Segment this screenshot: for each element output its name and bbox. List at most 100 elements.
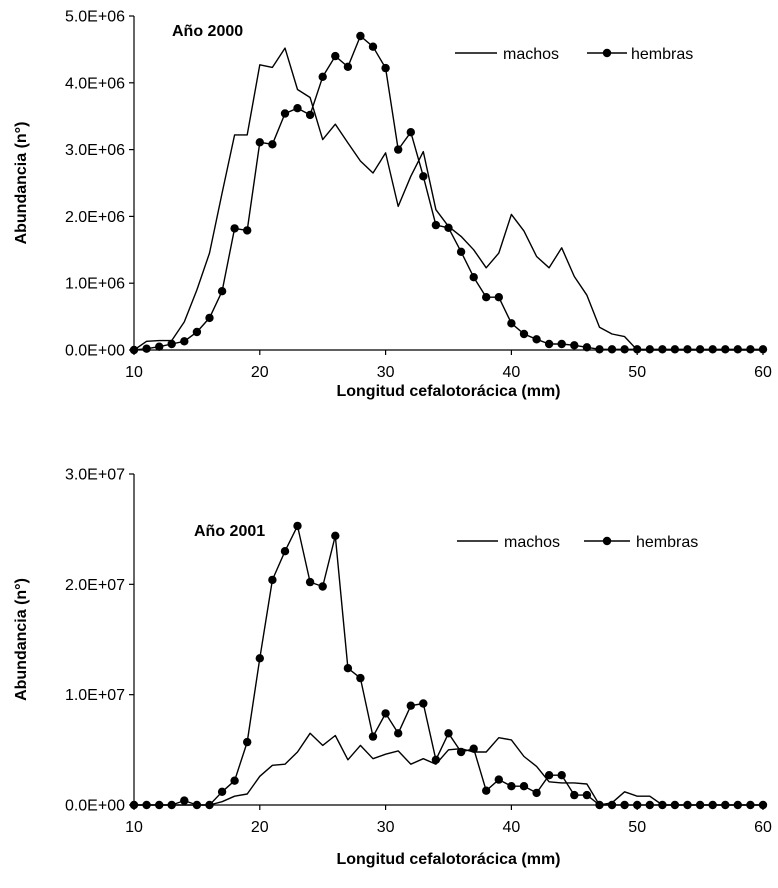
data-point-hembras xyxy=(406,128,415,137)
data-point-hembras xyxy=(519,329,529,339)
x-tick-label: 50 xyxy=(628,364,646,381)
data-point-hembras xyxy=(243,737,252,747)
y-tick-label: 2.0E+06 xyxy=(65,209,125,226)
x-tick-label: 20 xyxy=(251,819,269,836)
x-tick-label: 10 xyxy=(125,364,143,381)
data-point-hembras xyxy=(406,701,415,710)
data-point-hembras xyxy=(519,782,529,791)
data-point-hembras xyxy=(507,782,516,791)
y-tick-label: 0.0E+00 xyxy=(65,798,125,815)
y-tick-label: 3.0E+07 xyxy=(65,467,125,484)
data-point-hembras xyxy=(192,800,202,810)
data-point-hembras xyxy=(155,800,164,810)
legend-marker-hembras xyxy=(602,536,612,546)
data-point-hembras xyxy=(167,800,176,810)
data-point-hembras xyxy=(268,575,277,585)
data-point-hembras xyxy=(746,800,755,810)
data-point-hembras xyxy=(469,744,478,753)
x-tick-label: 60 xyxy=(754,364,772,381)
data-point-hembras xyxy=(368,42,378,51)
data-point-hembras xyxy=(557,339,566,349)
data-point-hembras xyxy=(180,337,189,346)
y-tick-label: 1.0E+07 xyxy=(65,687,125,704)
data-point-hembras xyxy=(394,729,403,738)
y-tick-label: 2.0E+07 xyxy=(65,577,125,594)
data-point-hembras xyxy=(343,62,353,71)
series-line-hembras xyxy=(134,525,763,806)
data-point-hembras xyxy=(645,345,654,354)
x-tick-label: 10 xyxy=(125,819,143,836)
data-point-hembras xyxy=(721,345,730,354)
data-point-hembras xyxy=(532,788,541,798)
data-point-hembras xyxy=(607,345,617,354)
data-point-hembras xyxy=(318,72,327,82)
data-point-hembras xyxy=(305,110,315,120)
data-point-hembras xyxy=(129,345,139,355)
data-point-hembras xyxy=(255,138,264,147)
data-point-hembras xyxy=(142,800,151,810)
x-tick-label: 50 xyxy=(628,819,646,836)
data-point-hembras xyxy=(381,709,390,718)
data-point-hembras xyxy=(570,790,579,800)
data-point-hembras xyxy=(243,226,252,235)
data-point-hembras xyxy=(431,755,441,764)
data-point-hembras xyxy=(155,342,164,351)
legend-marker-hembras xyxy=(602,48,612,58)
data-point-hembras xyxy=(582,790,592,800)
x-tick-label: 60 xyxy=(754,819,772,836)
data-point-hembras xyxy=(532,335,541,344)
data-point-hembras xyxy=(230,776,239,785)
legend-label-machos: machos xyxy=(503,46,559,63)
data-point-hembras xyxy=(331,51,340,61)
data-point-hembras xyxy=(482,293,491,302)
data-point-hembras xyxy=(683,345,692,354)
data-point-hembras xyxy=(494,775,503,784)
data-point-hembras xyxy=(570,341,579,350)
series-line-machos xyxy=(133,47,763,351)
chart-title: Año 2000 xyxy=(172,23,243,40)
data-point-hembras xyxy=(595,345,604,354)
data-point-hembras xyxy=(633,345,642,354)
y-tick-label: 4.0E+06 xyxy=(65,75,125,92)
data-point-hembras xyxy=(381,63,390,73)
x-tick-label: 20 xyxy=(251,364,269,381)
data-point-hembras xyxy=(595,800,604,810)
data-point-hembras xyxy=(695,345,705,354)
data-point-hembras xyxy=(733,345,742,354)
data-point-hembras xyxy=(394,145,403,154)
data-point-hembras xyxy=(356,673,365,683)
data-point-hembras xyxy=(670,800,680,810)
data-point-hembras xyxy=(658,800,667,810)
x-tick-label: 30 xyxy=(377,364,395,381)
chart-panel-2001: 0.0E+00 1.0E+07 2.0E+07 3.0E+07 10 20 30 40 50 60… xyxy=(13,467,772,869)
y-tick-label: 0.0E+00 xyxy=(65,343,125,360)
y-tick-label: 3.0E+06 xyxy=(65,142,125,159)
y-axis-title: Abundancia (n°) xyxy=(13,122,30,245)
data-point-hembras xyxy=(293,104,302,113)
data-point-hembras xyxy=(494,293,503,302)
y-tick-label: 1.0E+06 xyxy=(65,276,125,293)
data-point-hembras xyxy=(456,247,466,256)
data-point-hembras xyxy=(670,345,680,354)
data-point-hembras xyxy=(305,577,315,587)
data-point-hembras xyxy=(331,531,340,540)
data-point-hembras xyxy=(192,327,202,337)
data-point-hembras xyxy=(205,800,214,810)
data-point-hembras xyxy=(633,800,642,810)
data-point-hembras xyxy=(343,664,353,673)
x-tick-label: 30 xyxy=(377,819,395,836)
data-point-hembras xyxy=(607,800,617,810)
data-point-hembras xyxy=(205,313,214,323)
x-axis-title: Longitud cefalotorácica (mm) xyxy=(336,383,560,400)
data-point-hembras xyxy=(356,31,365,41)
data-point-hembras xyxy=(507,319,516,328)
data-point-hembras xyxy=(746,345,755,354)
data-point-hembras xyxy=(544,771,554,780)
legend-label-hembras: hembras xyxy=(631,46,693,63)
data-point-hembras xyxy=(758,800,768,810)
data-point-hembras xyxy=(280,547,290,556)
data-point-hembras xyxy=(758,345,768,354)
data-point-hembras xyxy=(318,582,327,591)
legend-label-machos: machos xyxy=(504,534,560,551)
data-point-hembras xyxy=(444,223,453,232)
